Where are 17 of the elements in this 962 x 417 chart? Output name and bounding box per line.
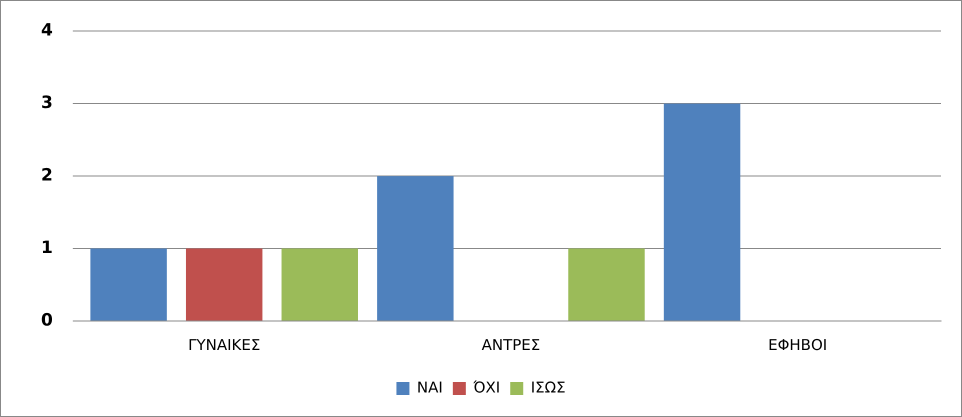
bar: [282, 248, 358, 320]
y-tick-label: 0: [40, 310, 53, 330]
y-tick-label: 3: [40, 93, 53, 114]
bar: [90, 248, 167, 320]
legend-label: ΌΧΙ: [472, 378, 500, 396]
bar: [568, 248, 645, 320]
x-tick-label: ΕΦΗΒΟΙ: [768, 336, 828, 354]
bar: [377, 176, 454, 320]
y-tick-label: 1: [40, 238, 53, 258]
legend-label: ΙΣΩΣ: [530, 378, 566, 396]
bar: [186, 248, 262, 320]
bar: [664, 104, 740, 320]
x-tick-label: ΑΝΤΡΕΣ: [482, 336, 540, 354]
legend-label: ΝΑΙ: [416, 378, 443, 396]
y-tick-label: 2: [40, 166, 53, 186]
x-tick-label: ΓΥΝΑΙΚΕΣ: [188, 336, 260, 354]
y-tick-label: 4: [40, 20, 53, 41]
